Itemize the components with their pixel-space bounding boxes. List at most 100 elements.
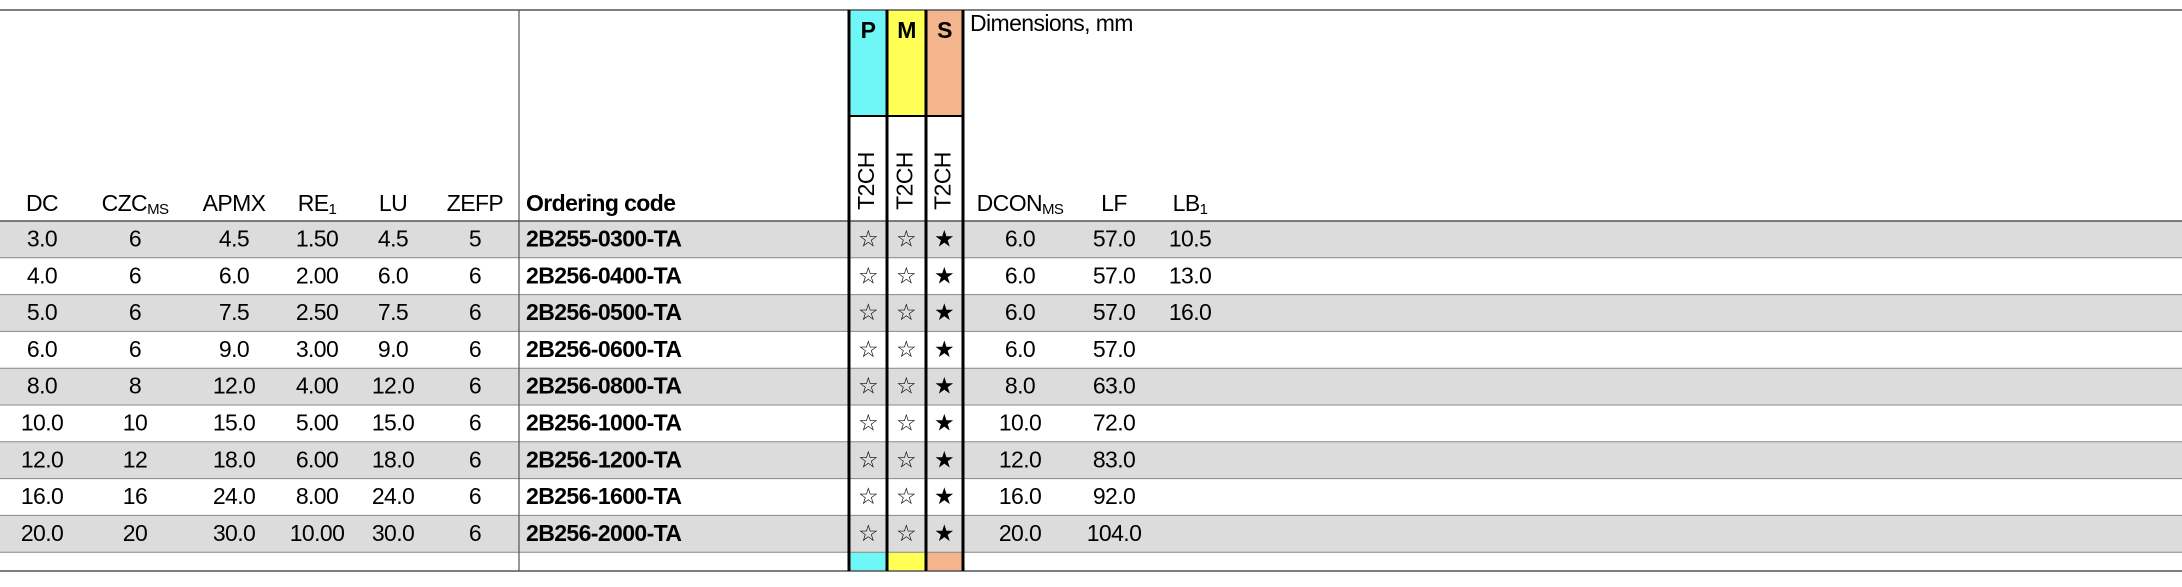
cell: 6.0	[219, 262, 249, 288]
cell: 18.0	[213, 446, 255, 472]
grade-rating: ☆	[858, 446, 878, 472]
grade-rating: ☆	[896, 520, 916, 546]
material-group: S	[937, 17, 952, 43]
cell: 104.0	[1087, 520, 1142, 546]
cell: 8.0	[27, 373, 57, 399]
cell: 18.0	[372, 446, 414, 472]
cell: 3.00	[296, 336, 338, 362]
column-header-label: LB	[1173, 190, 1200, 216]
grade-rating: ★	[934, 225, 954, 251]
column-header-label: LF	[1101, 190, 1127, 216]
dimensions-note: Dimensions, mm	[970, 10, 1133, 36]
material-grade: T2CH	[892, 152, 918, 210]
cell: 24.0	[372, 483, 414, 509]
cell: 5.0	[27, 299, 57, 325]
row-shade	[0, 221, 2182, 258]
grade-rating: ☆	[896, 299, 916, 325]
cell: 10.0	[999, 409, 1041, 435]
cell: 6.0	[1005, 299, 1035, 325]
cell: 5.00	[296, 409, 338, 435]
row-shade	[0, 515, 2182, 553]
cell: 16.0	[1169, 299, 1211, 325]
ordering-code: 2B255-0300-TA	[526, 225, 681, 251]
grade-rating: ★	[934, 299, 954, 325]
cell: 57.0	[1093, 336, 1135, 362]
cell: 6.0	[1005, 225, 1035, 251]
cell: 4.5	[219, 225, 249, 251]
grade-rating: ★	[934, 409, 954, 435]
cell: 1.50	[296, 225, 338, 251]
cell: 57.0	[1093, 262, 1135, 288]
cell: 6	[469, 299, 481, 325]
grade-rating: ★	[934, 483, 954, 509]
cell: 7.5	[219, 299, 249, 325]
cell: 8.00	[296, 483, 338, 509]
material-footer	[926, 552, 963, 571]
cell: 12.0	[372, 373, 414, 399]
cell: 4.00	[296, 373, 338, 399]
cell: 30.0	[372, 520, 414, 546]
cell: 63.0	[1093, 373, 1135, 399]
cell: 57.0	[1093, 225, 1135, 251]
cell: 6.00	[296, 446, 338, 472]
cell: 15.0	[372, 409, 414, 435]
grade-rating: ★	[934, 520, 954, 546]
cell: 6	[129, 299, 141, 325]
cell: 6	[469, 446, 481, 472]
row-shade	[0, 441, 2182, 479]
material-group: M	[897, 17, 916, 43]
cell: 3.0	[27, 225, 57, 251]
column-header-label: ZEFP	[447, 190, 504, 216]
column-header-label: DC	[26, 190, 58, 216]
column-header-label: Ordering code	[526, 190, 675, 216]
column-header: RE1	[298, 190, 337, 218]
ordering-code: 2B256-1200-TA	[526, 446, 681, 472]
grade-rating: ★	[934, 373, 954, 399]
grade-rating: ☆	[858, 409, 878, 435]
column-header-label: APMX	[203, 190, 266, 216]
column-header: LB1	[1173, 190, 1208, 218]
material-header	[926, 10, 963, 116]
cell: 6	[469, 483, 481, 509]
cell: 9.0	[378, 336, 408, 362]
cell: 6	[129, 225, 141, 251]
ordering-code: 2B256-1000-TA	[526, 409, 681, 435]
cell: 4.5	[378, 225, 408, 251]
cell: 12.0	[999, 446, 1041, 472]
cell: 8.0	[1005, 373, 1035, 399]
column-header: LF	[1101, 190, 1127, 216]
cell: 20.0	[21, 520, 63, 546]
cell: 15.0	[213, 409, 255, 435]
ordering-code: 2B256-0600-TA	[526, 336, 681, 362]
column-header: LU	[379, 190, 407, 216]
grade-rating: ☆	[858, 225, 878, 251]
cell: 6.0	[27, 336, 57, 362]
material-grade: T2CH	[930, 152, 956, 210]
grade-rating: ☆	[896, 262, 916, 288]
cell: 6.0	[1005, 336, 1035, 362]
grade-rating: ★	[934, 262, 954, 288]
ordering-code: 2B256-2000-TA	[526, 520, 681, 546]
ordering-code: 2B256-0800-TA	[526, 373, 681, 399]
cell: 12.0	[21, 446, 63, 472]
cell: 6.0	[1005, 262, 1035, 288]
cell: 6	[469, 262, 481, 288]
cell: 6	[129, 336, 141, 362]
column-header: Ordering code	[526, 190, 675, 216]
column-header-label: CZC	[102, 190, 147, 216]
column-header-label: DCON	[977, 190, 1042, 216]
grade-rating: ☆	[858, 373, 878, 399]
material-footer	[887, 552, 926, 571]
cell: 57.0	[1093, 299, 1135, 325]
cell: 83.0	[1093, 446, 1135, 472]
material-group: P	[861, 17, 876, 43]
grade-rating: ☆	[858, 483, 878, 509]
column-header-sub: 1	[329, 201, 337, 218]
cell: 8	[129, 373, 141, 399]
cell: 72.0	[1093, 409, 1135, 435]
cell: 6	[469, 336, 481, 362]
cell: 2.50	[296, 299, 338, 325]
cell: 10.0	[21, 409, 63, 435]
material-footer	[849, 552, 887, 571]
